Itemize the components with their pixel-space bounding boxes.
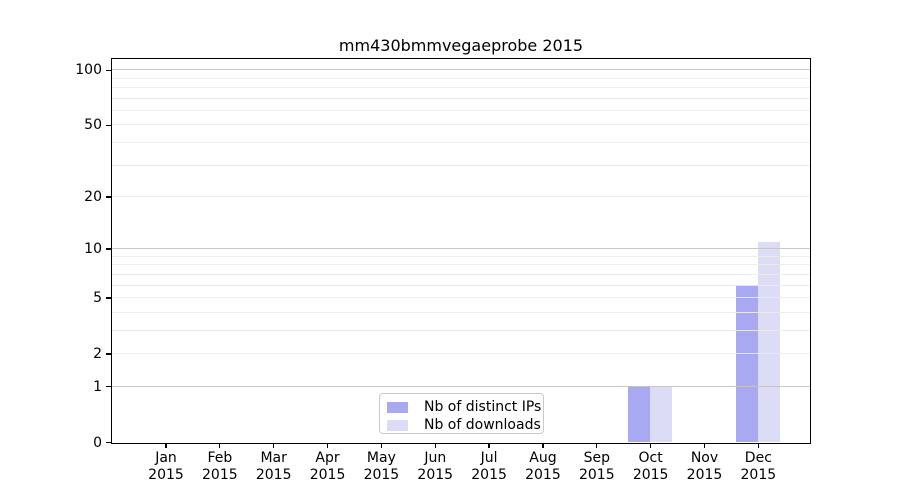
legend-label: Nb of distinct IPs: [424, 399, 542, 415]
gridline-minor: [112, 109, 810, 111]
bar-distinct-ips: [736, 285, 758, 442]
y-tick-label: 50: [84, 117, 102, 134]
gridline-major: [112, 385, 810, 387]
x-tick-year: 2015: [309, 467, 346, 483]
x-tick-mark: [488, 442, 490, 448]
gridline-minor: [112, 255, 810, 257]
x-tick-month: Mar: [260, 450, 287, 466]
plot-area: [111, 58, 811, 444]
x-tick-year: 2015: [417, 467, 454, 483]
x-tick-mark: [380, 442, 383, 448]
x-tick-month: Feb: [207, 450, 233, 466]
gridline-major: [112, 248, 810, 250]
y-tick-mark: [106, 297, 111, 299]
x-tick-mark: [650, 442, 652, 448]
x-tick-label: Dec 2015: [718, 450, 798, 484]
x-tick-year: 2015: [255, 467, 292, 483]
y-tick-mark: [106, 248, 111, 250]
x-tick-mark: [273, 442, 275, 448]
x-tick-month: Jan: [155, 450, 177, 466]
gridline-minor: [112, 195, 810, 197]
x-tick-label: Oct 2015: [611, 450, 691, 484]
x-tick-month: May: [366, 450, 396, 466]
legend-entry: Nb of distinct IPs: [380, 398, 543, 416]
y-tick-mark: [106, 196, 111, 198]
x-tick-month: Nov: [690, 450, 719, 466]
x-tick-year: 2015: [363, 467, 400, 483]
gridline-minor: [112, 77, 810, 79]
x-tick-year: 2015: [632, 467, 669, 483]
x-tick-mark: [703, 442, 706, 448]
y-tick-label: 10: [84, 241, 102, 258]
gridline-minor: [112, 142, 810, 143]
y-tick-label: 2: [93, 345, 102, 362]
x-tick-label: Apr 2015: [288, 450, 368, 484]
bar-downloads: [650, 386, 672, 442]
gridline-minor: [112, 284, 810, 286]
x-tick-year: 2015: [740, 467, 777, 483]
gridline-minor: [112, 311, 810, 313]
y-tick-mark: [106, 69, 111, 71]
x-tick-month: Dec: [744, 450, 772, 466]
gridline-minor: [112, 329, 810, 331]
x-tick-year: 2015: [471, 467, 507, 483]
x-tick-month: Sep: [583, 450, 610, 466]
x-tick-year: 2015: [202, 467, 238, 483]
y-tick-mark: [106, 353, 111, 355]
legend-swatch-downloads: [387, 419, 408, 431]
x-tick-label: Nov 2015: [665, 450, 745, 484]
x-tick-month: Apr: [315, 450, 340, 466]
x-tick-mark: [219, 442, 221, 448]
x-tick-mark: [542, 442, 544, 448]
x-tick-label: Mar 2015: [234, 450, 314, 484]
x-tick-label: May 2015: [341, 450, 421, 484]
gridline-minor: [112, 352, 810, 354]
y-tick-label: 20: [84, 188, 102, 205]
y-tick-mark: [106, 441, 111, 444]
gridline-minor: [112, 97, 810, 99]
x-tick-month: Aug: [529, 450, 557, 466]
x-tick-month: Jul: [480, 450, 498, 466]
y-tick-mark: [106, 385, 111, 388]
x-tick-label: Jul 2015: [449, 450, 529, 484]
x-tick-year: 2015: [686, 467, 723, 483]
x-tick-label: Aug 2015: [503, 450, 583, 484]
bar-distinct-ips: [628, 386, 651, 442]
gridline-minor: [112, 296, 810, 298]
gridline-minor: [112, 87, 810, 89]
x-tick-label: Jan 2015: [126, 450, 206, 484]
x-tick-mark: [165, 442, 167, 448]
gridline-minor: [112, 164, 810, 166]
y-tick-label: 0: [93, 434, 102, 451]
chart-title: mm430bmmvegaeprobe 2015: [338, 36, 584, 55]
y-tick-mark: [106, 124, 111, 127]
x-tick-year: 2015: [578, 467, 615, 483]
x-tick-mark: [596, 442, 598, 448]
y-tick-label: 1: [93, 378, 102, 395]
x-tick-label: Feb 2015: [180, 450, 260, 484]
gridline-minor: [112, 124, 810, 126]
gridline-minor: [112, 273, 810, 275]
bar-downloads: [757, 241, 780, 442]
gridline-major: [112, 69, 810, 71]
gridline-minor: [112, 264, 810, 266]
legend-swatch-distinct-ips: [387, 401, 408, 413]
legend-entry: Nb of downloads: [380, 416, 543, 434]
x-tick-mark: [434, 442, 436, 448]
y-tick-label: 5: [93, 289, 102, 306]
legend-label: Nb of downloads: [424, 417, 541, 433]
x-tick-month: Oct: [638, 450, 663, 466]
x-tick-year: 2015: [148, 467, 184, 483]
x-tick-label: Sep 2015: [557, 450, 637, 484]
x-tick-year: 2015: [525, 467, 561, 483]
legend: Nb of distinct IPs Nb of downloads: [379, 393, 544, 434]
y-tick-label: 100: [75, 62, 102, 79]
x-tick-mark: [326, 442, 329, 448]
x-tick-mark: [757, 442, 759, 448]
x-tick-month: Jun: [424, 450, 447, 466]
x-tick-label: Jun 2015: [395, 450, 475, 484]
